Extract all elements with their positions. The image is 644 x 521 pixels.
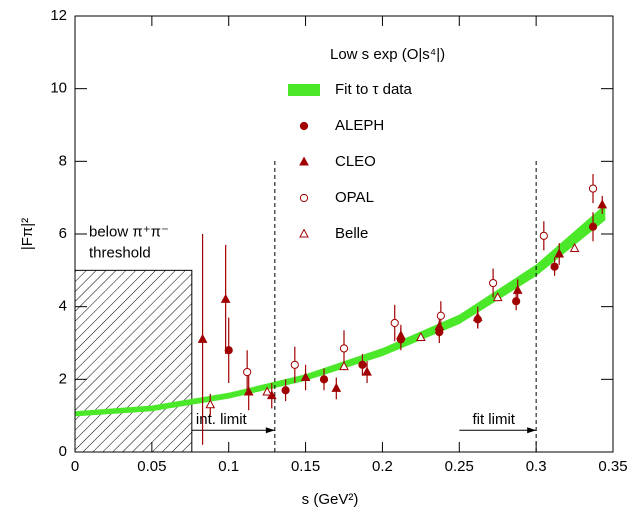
marker xyxy=(299,156,309,166)
legend-title: Low s exp (O|s⁴|) xyxy=(330,46,445,63)
legend-label: CLEO xyxy=(335,153,376,170)
x-tick-label: 0.1 xyxy=(218,458,239,475)
legend-band xyxy=(288,84,320,96)
y-tick-label: 4 xyxy=(59,298,67,315)
x-tick-label: 0.15 xyxy=(291,458,320,475)
y-tick-label: 0 xyxy=(59,443,67,460)
marker xyxy=(539,231,548,240)
marker xyxy=(319,375,329,384)
marker xyxy=(300,371,311,382)
marker xyxy=(339,361,349,371)
marker xyxy=(597,199,608,209)
marker xyxy=(299,193,309,203)
threshold-region xyxy=(74,269,193,453)
marker xyxy=(489,278,498,288)
marker xyxy=(588,184,598,193)
marker xyxy=(554,248,565,258)
legend-label: OPAL xyxy=(335,189,374,206)
marker xyxy=(197,333,208,343)
legend-label: Belle xyxy=(335,225,368,242)
legend-label: Fit to τ data xyxy=(335,81,412,98)
y-tick-label: 6 xyxy=(59,225,67,242)
arrow-label: fit limit xyxy=(472,411,515,428)
y-tick-label: 2 xyxy=(59,370,67,387)
marker xyxy=(550,262,559,271)
threshold-label: below π⁺π⁻ xyxy=(89,223,169,240)
marker xyxy=(436,311,445,320)
x-tick-label: 0 xyxy=(71,458,79,475)
marker xyxy=(290,360,299,369)
marker xyxy=(205,399,216,409)
marker xyxy=(243,367,252,377)
marker xyxy=(396,330,406,340)
y-tick-label: 12 xyxy=(50,7,67,24)
arrow-head xyxy=(527,427,537,434)
marker xyxy=(492,292,503,302)
marker xyxy=(220,293,231,303)
arrow-label: int. limit xyxy=(196,411,248,428)
marker xyxy=(262,386,272,396)
arrow-head xyxy=(265,427,275,434)
y-axis-label: |Fπ|² xyxy=(19,218,36,250)
marker xyxy=(588,222,598,231)
x-tick-label: 0.3 xyxy=(526,458,547,475)
marker xyxy=(339,344,349,353)
legend-label: ALEPH xyxy=(335,117,384,134)
marker xyxy=(512,297,521,306)
marker xyxy=(358,360,367,369)
x-tick-label: 0.25 xyxy=(445,458,474,475)
marker xyxy=(512,284,523,294)
marker xyxy=(281,386,290,395)
marker xyxy=(569,242,580,253)
marker xyxy=(299,121,309,131)
y-tick-label: 10 xyxy=(50,80,67,97)
x-tick-label: 0.05 xyxy=(137,458,166,475)
x-tick-label: 0.2 xyxy=(372,458,393,475)
marker xyxy=(299,228,309,238)
x-axis-label: s (GeV²) xyxy=(302,491,359,508)
marker xyxy=(331,382,342,392)
x-tick-label: 0.35 xyxy=(598,458,627,475)
marker xyxy=(472,312,483,322)
marker xyxy=(362,366,372,376)
marker xyxy=(416,331,426,342)
y-tick-label: 8 xyxy=(59,152,67,169)
threshold-label: threshold xyxy=(89,244,151,261)
marker xyxy=(390,318,399,328)
